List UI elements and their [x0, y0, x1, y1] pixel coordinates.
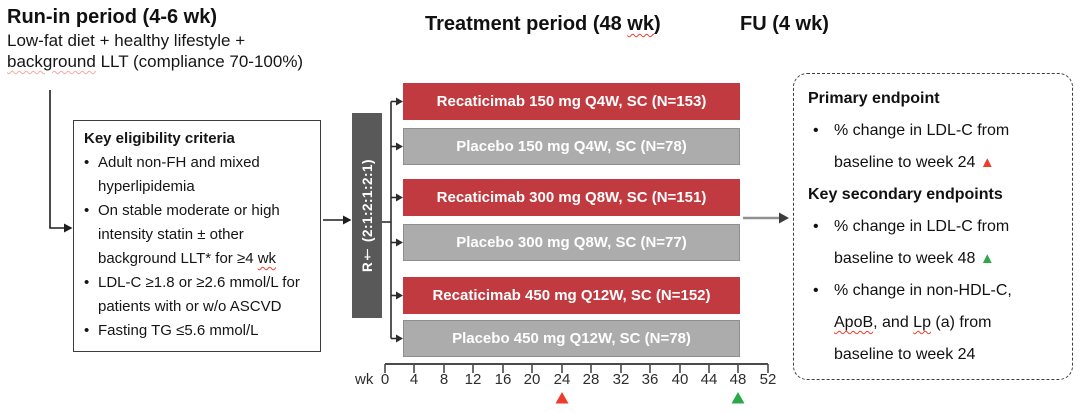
- eligibility-bullet-2: • On stable moderate or high: [84, 199, 310, 223]
- runin-subtitle-line1: Low-fat diet + healthy lifestyle +: [7, 31, 246, 50]
- tick-label-28: 28: [582, 371, 600, 388]
- runin-elbow-arrow: [49, 90, 64, 229]
- arm-placebo-150-q4w: Placebo 150 mg Q4W, SC (N=78): [403, 128, 740, 165]
- eligibility-criteria-box: Key eligibility criteria • Adult non-FH a…: [73, 120, 321, 352]
- eligibility-title: Key eligibility criteria: [84, 130, 235, 147]
- eligibility-to-r-arrowhead: [343, 215, 352, 225]
- arm-recaticimab-300-q8w: Recaticimab 300 mg Q8W, SC (N=151): [403, 179, 740, 216]
- secondary-endpoint-bullet-1: •% change in LDL-C from: [808, 211, 1060, 243]
- tick-label-36: 36: [641, 371, 659, 388]
- arm-branch-arrowheads: [396, 97, 403, 343]
- secondary-endpoints-title: Key secondary endpoints: [808, 186, 1003, 203]
- tick-label-8: 8: [439, 371, 449, 388]
- bullet-icon: •: [84, 322, 90, 339]
- bullet-icon: •: [813, 282, 819, 299]
- bullet-icon: •: [813, 122, 819, 139]
- eligibility-word-wk: wk: [257, 250, 277, 267]
- arm-recaticimab-450-q12w: Recaticimab 450 mg Q12W, SC (N=152): [403, 277, 740, 314]
- bullet-icon: •: [84, 202, 90, 219]
- arm-placebo-450-q12w: Placebo 450 mg Q12W, SC (N=78): [403, 320, 740, 357]
- arm-placebo-300-q8w: Placebo 300 mg Q8W, SC (N=77): [403, 224, 740, 261]
- bullet-icon: •: [84, 274, 90, 291]
- primary-endpoint-marker-week24: [555, 392, 569, 404]
- eligibility-bullet-3: • LDL-C ≥1.8 or ≥2.6 mmol/L for: [84, 271, 310, 295]
- eligibility-bullet-4: • Fasting TG ≤5.6 mmol/L: [84, 319, 310, 343]
- randomization-ratio-label: R† (2:1:2:1:2:1): [359, 158, 375, 273]
- tick-label-48: 48: [729, 371, 747, 388]
- secondary-endpoint-bullet-2: •% change in non-HDL-C,: [808, 275, 1060, 307]
- followup-period-title: FU (4 wk): [740, 13, 829, 35]
- runin-subtitle-rest: LLT (compliance 70-100%): [95, 52, 304, 71]
- red-triangle-icon: ▲: [979, 154, 995, 171]
- green-triangle-icon: ▲: [979, 250, 995, 267]
- word-lp: Lp: [913, 314, 931, 331]
- arm-recaticimab-150-q4w: Recaticimab 150 mg Q4W, SC (N=153): [403, 83, 740, 120]
- runin-arrowhead: [64, 223, 73, 233]
- tick-label-4: 4: [409, 371, 419, 388]
- endpoints-panel: Primary endpoint •% change in LDL-C from…: [793, 73, 1073, 380]
- eligibility-bullet-1: • Adult non-FH and mixed: [84, 151, 310, 175]
- tick-label-24: 24: [553, 371, 571, 388]
- timeline-unit-label: wk: [355, 371, 374, 388]
- primary-endpoint-title: Primary endpoint: [808, 90, 940, 107]
- runin-subtitle-word-background: background: [7, 52, 96, 71]
- tick-label-0: 0: [380, 371, 390, 388]
- treatment-title-wk: wk: [627, 13, 654, 35]
- tick-label-16: 16: [494, 371, 512, 388]
- tick-label-20: 20: [523, 371, 541, 388]
- randomization-bar: R† (2:1:2:1:2:1): [352, 113, 382, 318]
- treatment-period-title: Treatment period (48 wk): [425, 13, 661, 35]
- bullet-icon: •: [813, 218, 819, 235]
- runin-period-title: Run-in period (4-6 wk): [7, 6, 217, 28]
- secondary-endpoint-marker-week48: [731, 392, 745, 404]
- bullet-icon: •: [84, 154, 90, 171]
- arms-to-panel-arrowhead: [779, 212, 789, 224]
- tick-label-12: 12: [464, 371, 482, 388]
- primary-endpoint-bullet: •% change in LDL-C from: [808, 115, 1060, 147]
- tick-label-32: 32: [612, 371, 630, 388]
- tick-label-44: 44: [700, 371, 718, 388]
- runin-subtitle-line2: background LLT (compliance 70-100%): [7, 52, 303, 72]
- tick-label-40: 40: [671, 371, 689, 388]
- arm-branch-lines: [391, 100, 396, 340]
- tick-label-52: 52: [759, 371, 777, 388]
- word-apob: ApoB: [834, 314, 874, 331]
